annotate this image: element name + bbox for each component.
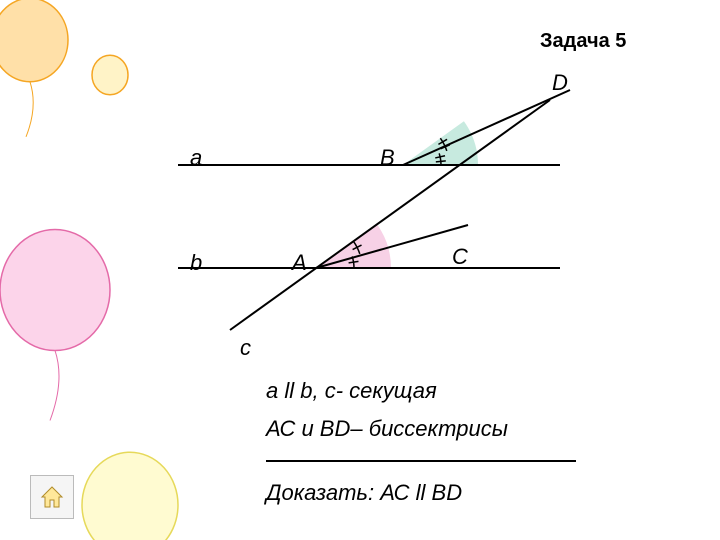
label-b: b bbox=[190, 250, 202, 276]
ray-BD bbox=[403, 90, 570, 165]
label-point-A: A bbox=[292, 250, 307, 276]
prove-text: Доказать: АС ll ВD bbox=[266, 480, 462, 506]
divider-line bbox=[266, 460, 576, 462]
angle-B-tick-1b bbox=[436, 161, 446, 162]
home-icon bbox=[38, 483, 66, 511]
given-line-1: а ll b, с- секущая bbox=[266, 378, 466, 404]
geometry-diagram bbox=[0, 0, 720, 540]
label-c: c bbox=[240, 335, 251, 361]
label-point-C: C bbox=[452, 244, 468, 270]
home-button[interactable] bbox=[30, 475, 74, 519]
task-title: Задача 5 bbox=[540, 30, 650, 53]
label-point-D: D bbox=[552, 70, 568, 96]
label-a: a bbox=[190, 145, 202, 171]
ray-AC bbox=[316, 225, 468, 268]
slide: { "task": { "title": "Задача 5", "title_… bbox=[0, 0, 720, 540]
label-point-B: B bbox=[380, 145, 395, 171]
given-line-2: АС и ВD– биссектрисы bbox=[266, 416, 508, 442]
line-c bbox=[230, 100, 550, 330]
